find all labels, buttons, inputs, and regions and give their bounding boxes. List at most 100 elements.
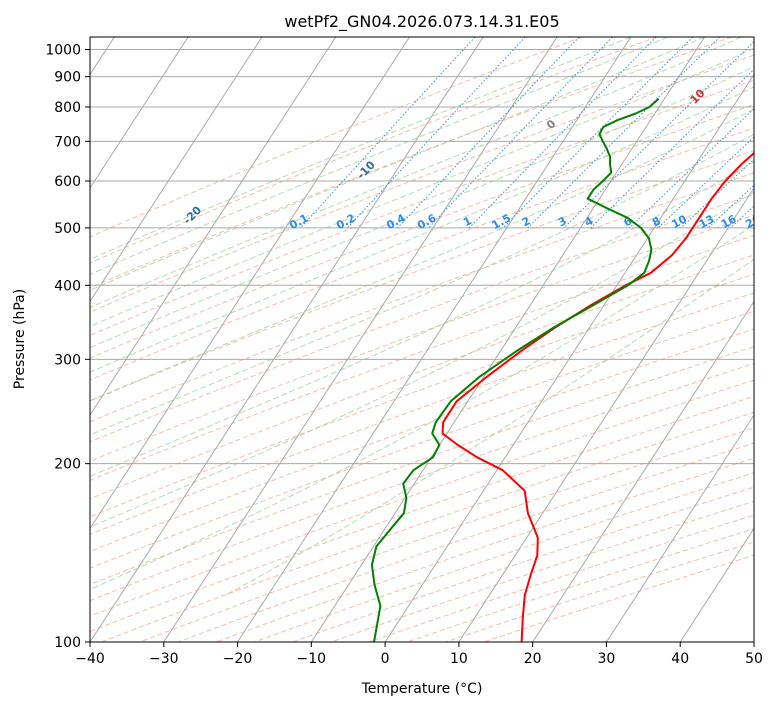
dry-adiabats — [90, 37, 754, 642]
x-tick-label: −30 — [149, 651, 179, 667]
isobars — [90, 49, 754, 642]
moist-adiabat-line — [90, 65, 754, 349]
moist-adiabat-line — [90, 86, 754, 373]
mixing-ratio-label: 2 — [520, 214, 533, 229]
moist-adiabat-line — [90, 191, 754, 528]
dry-adiabat-line — [139, 427, 754, 642]
mixing-ratio-label: 1 — [461, 214, 474, 229]
dry-adiabat-line — [90, 79, 754, 336]
dry-adiabat-line — [90, 345, 754, 586]
y-tick-label: 200 — [54, 457, 81, 473]
x-tick-label: −40 — [75, 651, 105, 667]
mixing-ratio-label: 0.2 — [334, 211, 357, 232]
dry-adiabat-line — [90, 103, 754, 359]
isotherm-line — [458, 187, 754, 642]
mixing-ratio-label: 25 — [768, 212, 775, 231]
x-axis: −40 −30 −20 −10 0 10 20 30 40 50 — [75, 642, 763, 667]
dry-adiabat-line — [90, 172, 754, 423]
mixing-ratio-line — [527, 37, 721, 229]
dry-adiabat-line — [254, 472, 754, 642]
x-axis-label: Temperature (°C) — [361, 681, 483, 697]
mixing-ratio-line — [347, 37, 526, 229]
dry-adiabat-line — [90, 54, 754, 313]
y-tick-label: 800 — [54, 100, 81, 116]
dry-adiabat-line — [483, 554, 754, 642]
mixing-ratio-line — [629, 108, 754, 229]
temperature-line — [441, 151, 754, 642]
x-tick-label: 30 — [598, 651, 616, 667]
dry-adiabat-line — [90, 395, 754, 633]
isotherm-line — [606, 414, 754, 642]
moist-adiabats — [90, 37, 754, 596]
moist-adiabat-line — [90, 37, 668, 275]
dry-adiabat-line — [216, 457, 754, 642]
moist-adiabat-line — [90, 37, 742, 309]
mixing-ratio-label: 16 — [719, 212, 739, 231]
mixing-ratio-line — [397, 37, 580, 229]
dry-adiabat-line — [90, 292, 754, 535]
x-tick-label: 40 — [671, 651, 689, 667]
mixing-ratio-label: 1.5 — [490, 211, 513, 232]
dry-adiabat-label: -30 — [16, 249, 39, 272]
isotherm-line — [90, 37, 263, 303]
mixing-ratio-label: 13 — [697, 212, 717, 231]
x-tick-label: 0 — [381, 651, 390, 667]
x-tick-label: 50 — [745, 651, 763, 667]
plot-area: -100-90-80-70-60-50-40-30-20-10010203040… — [16, 37, 775, 642]
y-tick-label: 900 — [54, 70, 81, 86]
mixing-ratio-line — [563, 41, 754, 229]
dry-adiabat-line — [90, 328, 754, 569]
x-tick-label: −20 — [223, 651, 253, 667]
isotherm-line — [90, 37, 484, 642]
mixing-ratio-line — [680, 158, 754, 229]
y-tick-label: 400 — [54, 278, 81, 294]
profile-series — [370, 97, 754, 642]
dry-adiabat-line — [90, 214, 754, 462]
isotherm-line — [237, 37, 632, 642]
dry-adiabat-line — [90, 310, 754, 553]
mixing-ratio-label: 20 — [743, 212, 763, 231]
dry-adiabat-line — [445, 541, 754, 642]
moist-adiabat-line — [90, 37, 705, 291]
moist-adiabat-line — [90, 108, 754, 402]
dry-adiabat-label: -20 — [181, 203, 204, 226]
moist-adiabat-line — [90, 47, 754, 327]
x-tick-label: 20 — [524, 651, 542, 667]
mixing-ratio-line — [300, 37, 476, 229]
y-axis-label: Pressure (hPa) — [12, 289, 28, 389]
dry-adiabat-line — [90, 127, 754, 381]
mixing-ratio-line — [468, 37, 657, 229]
mixing-ratio-lines — [300, 37, 775, 229]
mixing-ratio-label: 4 — [583, 214, 596, 229]
y-axis: 100 200 300 400 500 600 700 800 900 1000 — [45, 43, 90, 651]
dry-adiabat-line — [90, 37, 658, 264]
mixing-ratio-line — [755, 37, 775, 228]
moist-adiabat-line — [225, 258, 754, 596]
x-tick-label: −10 — [297, 651, 327, 667]
moist-adiabat-line — [90, 37, 631, 260]
mixing-ratio-label: 0.1 — [287, 211, 310, 232]
mixing-ratio-label: 10 — [669, 212, 689, 231]
isotherms — [90, 37, 754, 642]
isotherm-line — [753, 641, 754, 642]
isotherm-line — [532, 300, 754, 642]
y-tick-label: 700 — [54, 134, 81, 150]
plot-frame — [89, 36, 755, 643]
dry-adiabat-line — [90, 150, 754, 402]
x-tick-label: 10 — [450, 651, 468, 667]
isotherm-line — [90, 37, 337, 416]
moist-adiabat-line — [90, 161, 754, 477]
mixing-ratio-label: 8 — [650, 214, 663, 229]
y-tick-label: 100 — [54, 635, 81, 651]
moist-adiabat-line — [90, 133, 754, 436]
isotherm-line — [90, 37, 410, 530]
y-tick-label: 1000 — [45, 43, 81, 59]
dry-adiabat-line — [177, 442, 754, 642]
isotherm-line — [163, 37, 558, 642]
mixing-ratio-line — [590, 68, 754, 229]
isotherm-line — [384, 73, 754, 642]
mixing-ratio-line — [428, 37, 613, 229]
y-tick-label: 600 — [54, 174, 81, 190]
